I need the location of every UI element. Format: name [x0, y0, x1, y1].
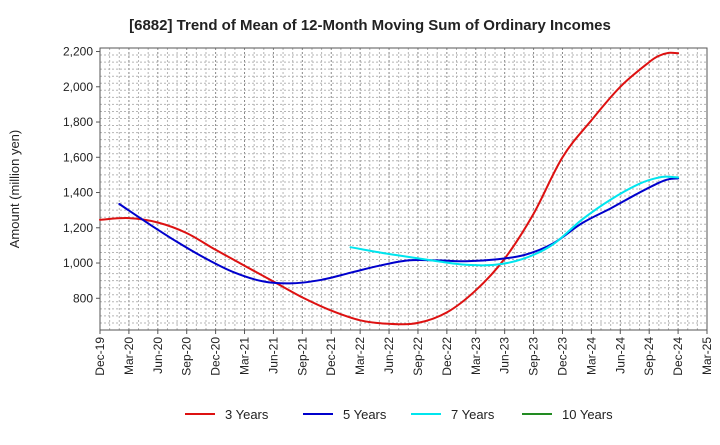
grid	[100, 48, 707, 330]
x-axis-ticks: Dec-19 Mar-20 Jun-20 Sep-20 Dec-20 Mar-21 Jun-…	[93, 330, 714, 376]
x-tick-label: Dec-23	[555, 337, 569, 376]
x-tick-label: Mar-22	[353, 337, 367, 375]
series-lines	[99, 51, 680, 326]
y-tick-label: 800	[73, 291, 93, 305]
x-tick-label: Sep-24	[642, 337, 656, 376]
y-tick-label: 1,400	[63, 186, 93, 200]
x-tick-label: Dec-21	[324, 337, 338, 376]
x-tick-label: Mar-24	[584, 337, 598, 375]
x-tick-label: Sep-21	[295, 337, 309, 376]
x-tick-label: Jun-22	[382, 337, 396, 374]
series-line-3-years	[99, 51, 680, 326]
x-tick-label: Sep-23	[527, 337, 541, 376]
legend: 3 Years 5 Years 7 Years 10 Years	[185, 407, 613, 422]
y-tick-label: 1,600	[63, 150, 93, 164]
x-tick-label: Dec-24	[671, 337, 685, 376]
legend-label-7-years: 7 Years	[451, 407, 495, 422]
plot-frame	[99, 47, 708, 331]
chart-title: [6882] Trend of Mean of 12-Month Moving …	[129, 17, 611, 34]
x-tick-label: Dec-22	[440, 337, 454, 376]
y-tick-label: 1,000	[63, 256, 93, 270]
legend-label-5-years: 5 Years	[343, 407, 387, 422]
x-tick-label: Dec-20	[209, 337, 223, 376]
y-tick-label: 1,200	[63, 221, 93, 235]
y-axis-label: Amount (million yen)	[7, 130, 22, 249]
x-tick-label: Mar-23	[469, 337, 483, 375]
legend-label-3-years: 3 Years	[225, 407, 269, 422]
x-tick-label: Jun-21	[266, 337, 280, 374]
x-tick-label: Dec-19	[93, 337, 107, 376]
x-tick-label: Mar-25	[700, 337, 714, 375]
y-tick-label: 2,200	[63, 45, 93, 59]
x-tick-label: Mar-21	[238, 337, 252, 375]
series-line-5-years	[118, 177, 680, 285]
x-tick-label: Jun-20	[151, 337, 165, 374]
y-tick-label: 2,000	[63, 80, 93, 94]
series-line-7-years	[349, 175, 680, 267]
x-tick-label: Mar-20	[122, 337, 136, 375]
y-axis-ticks: 800 1,000 1,200 1,400 1,600 1,800 2,000 2,200	[63, 45, 100, 305]
x-tick-label: Sep-22	[411, 337, 425, 376]
y-tick-label: 1,800	[63, 115, 93, 129]
x-tick-label: Jun-23	[498, 337, 512, 374]
x-tick-label: Jun-24	[613, 337, 627, 374]
x-tick-label: Sep-20	[180, 337, 194, 376]
legend-label-10-years: 10 Years	[562, 407, 613, 422]
